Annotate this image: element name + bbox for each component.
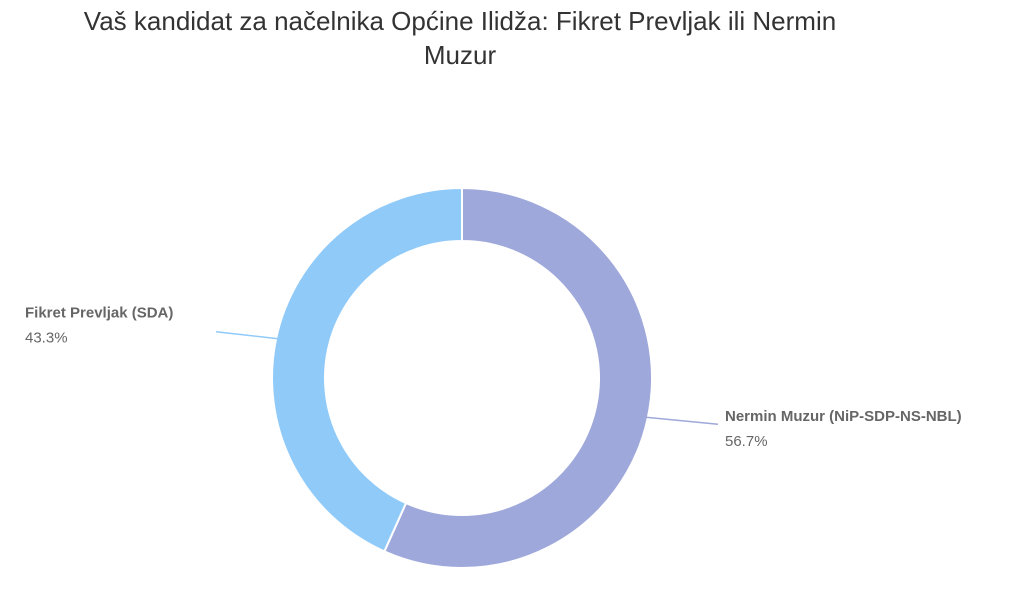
- slice-label: Nermin Muzur (NiP-SDP-NS-NBL): [725, 408, 962, 425]
- value-label: 43.3%: [25, 330, 68, 347]
- chart-title: Vaš kandidat za načelnika Općine Ilidža:…: [83, 6, 837, 70]
- connector: [645, 416, 719, 426]
- connector: [215, 330, 279, 340]
- slice-label: Fikret Prevljak (SDA): [25, 305, 173, 322]
- slice: [271, 186, 463, 553]
- value-label: 56.7%: [725, 433, 768, 450]
- slice: [383, 186, 654, 569]
